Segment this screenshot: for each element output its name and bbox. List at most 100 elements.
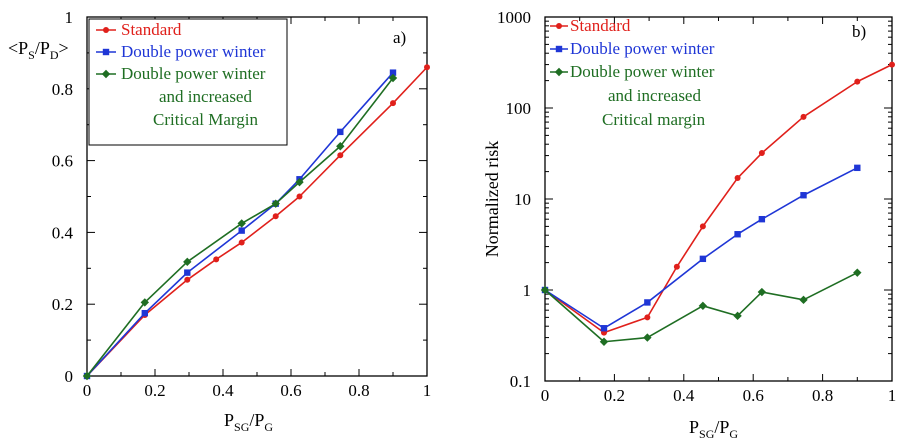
legend-marker [556, 23, 562, 29]
data-point [82, 371, 92, 381]
data-point [184, 269, 191, 276]
legend-marker [101, 69, 111, 79]
data-point [295, 177, 304, 187]
legend-label: Standard [570, 16, 631, 35]
x-tick-label: 0.6 [280, 381, 301, 400]
data-point [213, 256, 220, 263]
series-3 [540, 268, 862, 346]
y-tick-label: 0.8 [52, 80, 73, 99]
data-point [388, 73, 398, 83]
data-point [337, 152, 344, 159]
y-tick-label: 1000 [497, 8, 531, 27]
x-tick-label: 0.2 [144, 381, 165, 400]
data-point [337, 128, 344, 136]
y-tick-label: 1 [65, 8, 74, 27]
y-tick-label: 1 [523, 281, 532, 300]
legend-label: Double power winter [570, 62, 715, 81]
y-tick-label: 10 [514, 190, 531, 209]
data-point [699, 223, 706, 230]
data-point [238, 239, 245, 246]
series-line [86, 72, 394, 377]
panel-b-y-axis-label: Normalized risk [482, 141, 502, 257]
data-point [758, 150, 765, 157]
data-point [141, 309, 148, 317]
data-point [734, 175, 741, 182]
data-point [800, 113, 807, 120]
data-point [643, 333, 652, 342]
panel-b-label: b) [852, 22, 866, 41]
x-tick-label: 0.4 [673, 386, 695, 405]
panel-b-y-ticks: 0.1 1 10 100 1000 [497, 8, 892, 391]
legend-label: Critical Margin [153, 110, 258, 129]
data-point [272, 213, 279, 220]
x-tick-label: 0.6 [743, 386, 764, 405]
data-point [271, 199, 280, 208]
data-point [389, 69, 397, 76]
data-point [698, 301, 708, 311]
x-tick-label: 0.4 [212, 381, 234, 400]
data-point [237, 219, 246, 228]
data-point [734, 231, 741, 238]
series-line [544, 167, 858, 330]
x-tick-label: 0.8 [348, 381, 369, 400]
y-tick-label: 0.4 [52, 223, 74, 242]
series-line [544, 63, 893, 334]
legend-label: and increased [159, 87, 252, 106]
y-tick-label: 0.2 [52, 295, 73, 314]
data-point [600, 325, 608, 332]
legend-label: Double power winter [121, 42, 266, 61]
data-point [854, 164, 861, 172]
panel-a-series [82, 64, 430, 381]
data-point [644, 299, 651, 306]
panel-a-legend-box [88, 18, 288, 146]
data-point [673, 263, 680, 270]
series-line [86, 66, 428, 377]
data-point [336, 142, 345, 151]
data-point [889, 61, 895, 68]
panel-b: 0 0.2 0.4 0.6 0.8 1 0.1 1 10 100 1000 b) Normaliz… [482, 8, 896, 441]
series-3 [82, 73, 398, 381]
x-tick-label: 0.2 [604, 386, 625, 405]
legend-marker [103, 27, 109, 33]
x-tick-label: 0 [83, 381, 92, 400]
data-point [733, 311, 742, 321]
series-line [544, 271, 858, 343]
panel-a-x-ticks: 0 0.2 0.4 0.6 0.8 1 [83, 17, 432, 400]
data-point [853, 268, 862, 277]
legend-label: Standard [121, 20, 182, 39]
data-point [424, 64, 430, 71]
panel-a-label: a) [393, 28, 406, 47]
legend-marker [102, 48, 110, 56]
panel-a-x-axis-label: PSG/PG [224, 410, 273, 434]
data-point [758, 215, 766, 223]
x-tick-label: 1 [888, 386, 897, 405]
legend-label: Double power winter [570, 39, 715, 58]
panel-b-x-ticks: 0 0.2 0.4 0.6 0.8 1 [541, 17, 897, 405]
legend-marker [554, 67, 564, 77]
series-1 [542, 61, 895, 336]
data-point [296, 193, 303, 200]
data-point [644, 314, 651, 321]
data-point [540, 285, 550, 295]
panel-a: 0 0.2 0.4 0.6 0.8 1 0 0.2 0.4 0.6 0.8 1 a) <PS/PD>… [8, 8, 431, 434]
legend-label: and increased [608, 86, 701, 105]
panel-a-y-ticks: 0 0.2 0.4 0.6 0.8 1 [52, 8, 427, 386]
data-point [390, 100, 396, 107]
y-tick-label: 0 [65, 367, 74, 386]
x-tick-label: 0 [541, 386, 550, 405]
y-tick-label: 0.1 [510, 372, 531, 391]
panel-a-legend: Standard Double power winter Double power … [88, 18, 288, 146]
x-tick-label: 1 [423, 381, 432, 400]
series-line [86, 77, 394, 377]
data-point [757, 287, 767, 297]
data-point [799, 295, 808, 305]
panel-b-legend: Standard Double power winter Double power … [550, 16, 715, 129]
y-tick-label: 100 [506, 99, 532, 118]
y-tick-label: 0.6 [52, 152, 73, 171]
data-point [140, 298, 149, 307]
legend-label: Double power winter [121, 64, 266, 83]
x-tick-label: 0.8 [812, 386, 833, 405]
panel-b-series [540, 61, 895, 346]
data-point [599, 337, 609, 346]
